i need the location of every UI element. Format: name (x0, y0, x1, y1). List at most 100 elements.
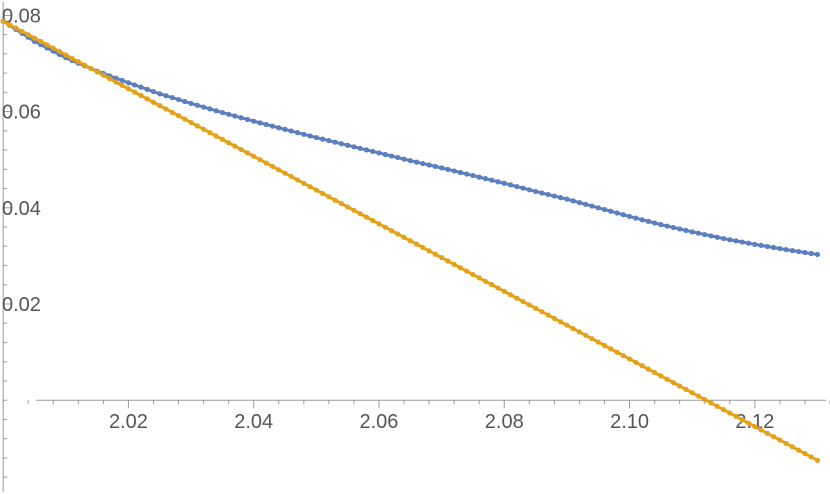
data-point (263, 160, 269, 166)
data-point (752, 241, 758, 247)
data-point (244, 116, 251, 123)
data-point (771, 434, 777, 440)
data-point (583, 201, 589, 207)
data-point (257, 157, 263, 163)
data-point (482, 278, 489, 284)
data-point (620, 212, 626, 218)
data-point (520, 298, 526, 305)
data-point (294, 130, 301, 136)
data-point (94, 69, 100, 75)
data-point (232, 143, 238, 149)
data-point (144, 86, 150, 92)
data-point (495, 179, 501, 185)
data-point (639, 363, 645, 369)
data-point (445, 258, 451, 264)
data-point (200, 104, 207, 110)
data-point (670, 380, 677, 386)
data-point (733, 238, 739, 244)
data-point (670, 224, 677, 231)
data-point (664, 376, 670, 382)
data-point (426, 162, 432, 168)
data-point (783, 440, 789, 447)
data-point (63, 52, 69, 58)
data-point (539, 309, 545, 315)
data-point (526, 302, 532, 308)
x-tick-label: 2.08 (485, 411, 524, 433)
data-point (451, 168, 457, 174)
data-point (351, 207, 357, 213)
data-point (645, 366, 651, 372)
data-point (727, 410, 733, 416)
data-point (601, 342, 608, 349)
data-point (539, 190, 545, 196)
data-point (796, 447, 802, 453)
data-point (357, 211, 363, 217)
data-point (213, 133, 219, 139)
data-point (276, 125, 282, 131)
x-tick-label: 2.12 (735, 411, 774, 433)
data-point (138, 92, 144, 99)
data-point (620, 353, 626, 359)
data-point (332, 197, 338, 203)
data-point (188, 100, 194, 107)
data-point (163, 93, 169, 99)
data-point (514, 183, 520, 190)
data-point (382, 151, 388, 158)
data-point (320, 190, 326, 197)
y-tick-label: 0.02 (2, 294, 41, 316)
data-point (658, 222, 664, 228)
data-point (570, 325, 576, 332)
data-point (207, 130, 213, 136)
data-point (476, 174, 482, 180)
data-point (551, 315, 557, 322)
data-point (595, 339, 601, 345)
data-point (107, 75, 113, 82)
data-point (395, 231, 401, 237)
data-point (232, 113, 238, 119)
series-layer (0, 18, 821, 463)
data-point (420, 244, 426, 251)
data-point (282, 126, 288, 132)
data-point (464, 268, 470, 274)
data-point (808, 454, 814, 460)
data-point (182, 116, 188, 122)
data-point (457, 265, 464, 271)
data-point (702, 231, 708, 238)
data-point (338, 200, 344, 207)
data-point (802, 450, 808, 457)
data-point (614, 210, 620, 216)
data-point (639, 217, 645, 223)
data-point (758, 427, 764, 433)
data-point (664, 223, 670, 229)
data-point (526, 187, 532, 193)
y-tick-label: 0.04 (2, 198, 41, 220)
data-point (645, 218, 651, 224)
data-point (476, 275, 482, 281)
data-point (307, 133, 313, 139)
data-point (439, 255, 445, 261)
data-point (6, 21, 12, 28)
data-point (652, 220, 658, 226)
data-point (745, 240, 752, 246)
data-point (44, 42, 50, 48)
data-point (589, 203, 595, 209)
data-point (345, 142, 351, 148)
data-point (157, 91, 163, 97)
x-tick-label: 2.06 (360, 411, 399, 433)
data-point (207, 106, 213, 112)
data-point (695, 230, 702, 236)
data-point (432, 251, 438, 257)
data-point (758, 242, 764, 249)
data-point (576, 200, 583, 206)
data-point (764, 430, 770, 436)
data-point (370, 217, 376, 224)
data-point (125, 86, 132, 92)
data-point (119, 77, 125, 84)
data-point (182, 98, 188, 105)
data-point (370, 148, 376, 155)
data-point (345, 204, 351, 210)
data-point (658, 373, 664, 379)
data-point (501, 288, 507, 295)
data-point (677, 383, 683, 389)
